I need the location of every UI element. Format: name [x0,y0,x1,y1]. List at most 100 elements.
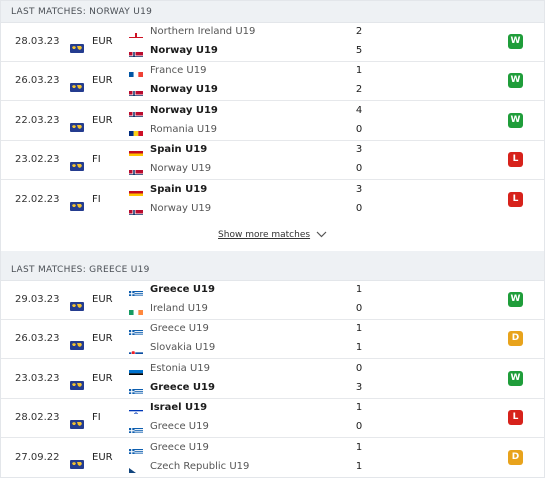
away-team-name[interactable]: Slovakia U19 [150,342,216,354]
result-badge: D [508,449,523,465]
away-team-name[interactable]: Norway U19 [150,163,212,175]
world-map-icon [70,296,84,311]
away-team-name[interactable]: Romania U19 [150,123,217,135]
match-date: 29.03.23 [15,294,60,305]
match-date: 22.02.23 [15,193,60,205]
competition-label: EUR [92,372,113,384]
match-row[interactable]: 28.03.23 EUR Northern Ireland U19 Norway U1… [1,23,544,62]
result-badge: W [508,112,523,128]
away-team-name[interactable]: Czech Republic U19 [150,460,250,472]
home-team: Norway U19 [129,104,349,120]
section-title: LAST MATCHES: NORWAY U19 [11,7,153,17]
world-map-icon [70,196,84,211]
competition-label: FI [92,154,101,166]
away-team-name[interactable]: Norway U19 [150,84,218,96]
section-gap [1,251,544,259]
estonia-flag-icon [129,365,143,375]
match-row[interactable]: 27.09.22 EUR Greece U19 Czech Republic U19 1… [1,439,544,478]
match-date: 26.03.23 [15,333,60,345]
home-team-name[interactable]: Greece U19 [150,284,215,295]
world-map-icon [70,335,84,351]
match-row[interactable]: 29.03.23 EUR Greece U19 Ireland U19 1 0 W [1,281,544,320]
away-team-name[interactable]: Greece U19 [150,421,209,433]
match-row[interactable]: 28.02.23 FI Israel U19 Greece U19 1 0 L [1,399,544,439]
home-score: 2 [355,26,363,37]
slovakia-flag-icon [129,344,143,355]
world-map-icon [70,117,84,132]
competition-label: EUR [92,451,113,463]
chevron-down-icon [313,230,327,240]
result-badge: W [508,73,523,89]
match-row[interactable]: 26.03.23 EUR Greece U19 Slovakia U19 1 1 D [1,320,544,360]
home-team-name[interactable]: France U19 [150,65,207,77]
world-map-icon [70,375,84,390]
world-map-icon [70,414,84,430]
home-team-name[interactable]: Spain U19 [150,183,208,195]
away-team: Ireland U19 [129,302,349,318]
romania-flag-icon [129,126,143,136]
match-row[interactable]: 26.03.23 EUR France U19 Norway U19 1 2 W [1,62,544,102]
match-date: 28.03.23 [15,36,60,47]
england-flag-icon [129,28,143,38]
away-team: Norway U19 [129,44,349,60]
match-row[interactable]: 22.02.23 FI Spain U19 Norway U19 3 0 L [1,181,544,220]
home-team-name[interactable]: Israel U19 [150,402,208,414]
norway-flag-icon [129,86,143,97]
match-date: 23.02.23 [15,154,60,166]
home-team-name[interactable]: Greece U19 [150,441,209,453]
competition-label: EUR [92,294,113,305]
spain-flag-icon [129,186,143,196]
home-team: Greece U19 [129,441,349,457]
world-map-icon [70,156,84,172]
away-score: 0 [355,163,363,175]
world-map-icon [70,77,84,93]
home-team-name[interactable]: Norway U19 [150,104,218,116]
match-date: 23.03.23 [15,372,60,384]
away-team-name[interactable]: Norway U19 [150,45,218,56]
home-score: 1 [355,323,363,335]
spain-flag-icon [129,146,143,157]
norway-flag-icon [129,165,143,176]
away-score: 5 [355,45,363,56]
match-row[interactable]: 22.03.23 EUR Norway U19 Romania U19 4 0 W [1,102,544,141]
competition-label: EUR [92,75,113,87]
away-team: Greece U19 [129,381,349,397]
home-team: France U19 [129,64,349,80]
norway-flag-icon [129,47,143,57]
match-date: 26.03.23 [15,75,60,87]
match-row[interactable]: 23.03.23 EUR Estonia U19 Greece U19 0 3 W [1,360,544,399]
home-team-name[interactable]: Greece U19 [150,323,209,335]
home-score: 3 [355,144,363,156]
home-team: Israel U19 [129,401,349,417]
away-team: Norway U19 [129,162,349,178]
away-score: 0 [355,202,363,214]
competition-label: FI [92,412,101,424]
result-badge: D [508,331,523,347]
competition-label: EUR [92,36,113,47]
section-header-norway: LAST MATCHES: NORWAY U19 [1,1,544,23]
home-team-name[interactable]: Northern Ireland U19 [150,26,256,37]
france-flag-icon [129,67,143,78]
away-score: 0 [355,123,363,135]
match-date: 28.02.23 [15,412,60,424]
home-team-name[interactable]: Estonia U19 [150,362,211,374]
away-score: 3 [355,381,363,393]
away-team-name[interactable]: Ireland U19 [150,303,208,314]
away-team-name[interactable]: Greece U19 [150,381,215,393]
world-map-icon [70,38,84,53]
result-badge: L [508,191,523,207]
greece-flag-icon [129,325,143,336]
show-more-matches-link[interactable]: Show more matches [0,230,545,240]
ireland-flag-icon [129,305,143,315]
away-team-name[interactable]: Norway U19 [150,202,212,214]
match-date: 27.09.22 [15,451,60,463]
away-team: Czech Republic U19 [129,460,349,476]
match-row[interactable]: 23.02.23 FI Spain U19 Norway U19 3 0 L [1,141,544,181]
section-header-greece: LAST MATCHES: GREECE U19 [1,259,544,281]
away-team: Romania U19 [129,123,349,139]
home-team-name[interactable]: Spain U19 [150,144,208,156]
home-team: Spain U19 [129,143,349,159]
competition-label: EUR [92,333,113,345]
norway-flag-icon [129,205,143,215]
result-badge: W [508,34,523,49]
